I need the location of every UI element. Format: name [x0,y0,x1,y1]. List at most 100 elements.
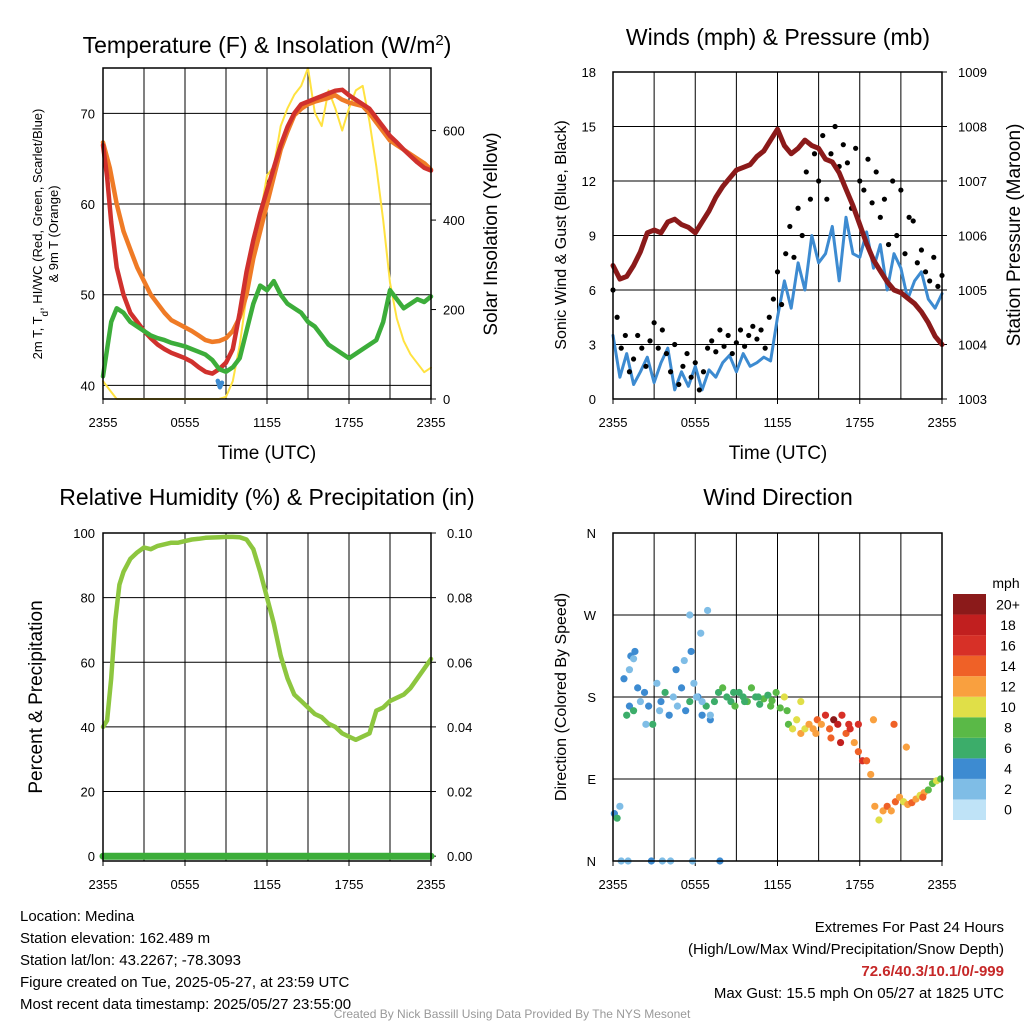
y-tick-label: 40 [81,378,95,393]
gust-point [861,187,867,193]
direction-point [788,725,797,733]
gust-point [754,336,760,342]
x-tick-label: 1755 [845,877,874,892]
direction-point [747,684,756,692]
y-right-tick-label: 600 [443,124,465,139]
gust-point [914,260,920,266]
gust-point [709,338,715,344]
y-right-tick-label: 1007 [958,174,987,189]
gust-point [902,251,908,257]
y-tick-label: 6 [589,283,596,298]
direction-point [686,697,694,706]
direction-point [649,720,657,728]
y-tick-label: 60 [81,197,95,212]
y-right-axis-label: Solar Insolation (Yellow) [481,132,502,335]
gust-point [906,214,912,220]
y-tick-label: 12 [582,174,596,189]
gust-point [643,363,649,369]
direction-point [706,711,714,719]
gust-point [799,232,805,239]
direction-point [793,716,801,724]
y-tick-label: E [587,772,596,787]
x-tick-label: 2355 [928,415,957,430]
gust-point [774,269,781,275]
y-right-tick-label: 400 [443,213,465,228]
x-tick-label: 0555 [681,877,710,892]
gust-point [746,332,752,339]
direction-point [629,707,638,715]
direction-point [754,693,762,701]
gust-point [770,296,776,302]
gust-point [779,301,785,308]
gust-point [844,160,851,166]
y-right-tick-label: 1003 [958,392,987,407]
direction-point [867,770,875,779]
direction-point [710,697,719,706]
gust-point [803,169,809,175]
gust-point [680,363,686,369]
direction-point [854,748,862,756]
direction-point [680,656,688,665]
x-tick-label: 2355 [417,415,446,430]
x-tick-label: 0555 [171,877,200,892]
gust-point [750,323,756,329]
direction-point [902,743,910,751]
y-right-tick-label: 0.06 [447,655,472,670]
direction-point [764,691,772,699]
direction-point [772,688,780,697]
x-tick-label: 1155 [764,877,792,892]
gust-point [725,332,731,339]
direction-point [657,697,665,706]
gust-point [630,356,637,362]
direction-point [661,688,669,697]
direction-point [690,679,698,687]
colorbar-swatch [953,799,986,820]
gust-point [713,349,719,355]
colorbar-swatch [953,614,986,636]
y-right-tick-label: 1006 [958,229,987,244]
y-tick-label: N [587,854,596,869]
y-right-tick-label: 200 [443,303,465,318]
gust-point [659,327,665,333]
gust-point [667,369,674,375]
direction-point [677,684,686,692]
x-tick-label: 2355 [89,877,118,892]
direction-point [756,700,764,708]
gust-point [721,343,727,349]
direction-point [863,757,871,765]
y-right-tick-label: 0.04 [447,720,472,735]
gust-point [828,151,834,157]
y-right-tick-label: 0 [443,392,450,407]
direction-point [871,802,879,810]
gust-point [840,142,846,148]
y-tick-label: 100 [73,526,95,541]
direction-point [821,711,830,719]
colorbar-label: 20+ [996,596,1020,612]
gust-point [696,387,702,393]
x-tick-label: 1755 [335,415,364,430]
gust-point [922,269,929,275]
gust-point [622,332,628,339]
series-line [610,126,945,347]
direction-point [686,611,694,619]
series-line [611,215,944,392]
gust-point [807,196,814,202]
y-right-tick-label: 0.00 [447,849,472,864]
gust-point [910,218,916,224]
extremes-values: 72.6/40.3/10.1/0/-999 [861,963,1004,980]
plot-frame [102,532,432,862]
gust-point [853,145,859,151]
extremes-subtitle: (High/Low/Max Wind/Precipitation/Snow De… [688,941,1004,958]
y-tick-label: 0 [589,392,596,407]
credit-line: Created By Nick Bassill Using Data Provi… [333,1007,691,1021]
panel-wind: 2355 0555 1155 1755 235503691215181003100410… [553,24,1024,464]
direction-point [845,720,853,728]
colorbar-label: 10 [1000,699,1016,715]
direction-point [924,786,932,794]
gust-point [832,123,838,130]
gust-point [935,283,941,289]
gust-point [647,338,653,344]
direction-point [625,666,634,674]
